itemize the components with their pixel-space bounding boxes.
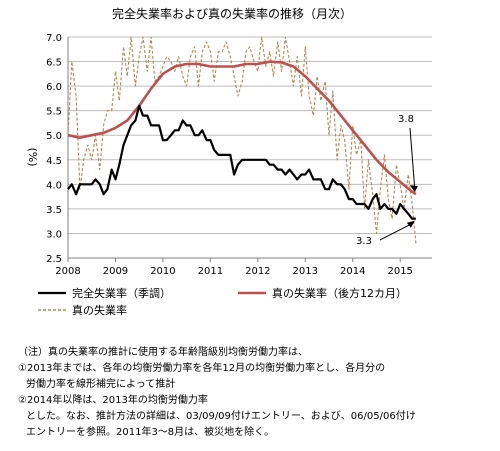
annotation-label: 3.3 [356,236,372,247]
chart-title: 完全失業率および真の失業率の推移（月次） [112,6,352,21]
y-tick-label: 6.5 [46,58,62,69]
legend-label: 真の失業率（後方12カ月） [272,286,407,300]
annotation-arrow [379,222,415,241]
x-tick-label: 2013 [293,266,318,277]
y-axis-label: (%) [26,147,39,166]
note-line-5: とした。なお、推計方法の詳細は、03/09/09付けエントリー、および、06/0… [26,411,416,422]
x-tick-label: 2008 [55,266,80,277]
note-line-1: （注）真の失業率の推計に使用する年齢階級別均衡労働力率は、 [18,347,308,358]
series-line-1 [67,60,417,196]
unemployment-chart: 完全失業率および真の失業率の推移（月次） (%) 2.5 3.0 3.5 4.0 4.5… [26,6,432,317]
y-tick-label: 5.0 [46,131,62,142]
y-tick-label: 7.0 [46,33,62,44]
annotation-label: 3.8 [398,114,414,125]
annotation-arrowhead [409,185,418,193]
annotation-arrowhead [406,220,415,228]
series-group [67,36,417,244]
legend-label: 真の失業率 [72,303,127,317]
note-line-3: 労働力率を線形補完によって推計 [26,379,176,390]
y-tick-label: 3.5 [46,205,62,216]
note-line-6: エントリーを参照。2011年3～8月は、被災地を除く。 [26,427,275,438]
y-tick-label: 6.0 [46,82,62,93]
y-tick-label: 5.5 [46,107,62,118]
legend-label: 完全失業率（季調） [72,286,171,300]
legend: 完全失業率（季調） 真の失業率（後方12カ月） 真の失業率 [38,286,407,317]
note-line-2: ①2013年までは、各年の均衡労働力率を各年12月の均衡労働力率とし、各月分の [18,363,386,374]
x-tick-label: 2009 [103,266,128,277]
series-line-0 [67,104,416,220]
x-tick-label: 2011 [198,266,223,277]
y-tick-label: 3.0 [46,229,62,240]
note-line-4: ②2014年以降は、2013年の均衡労働力率 [18,395,208,406]
x-tick-label: 2012 [245,266,270,277]
x-tick-label: 2015 [387,266,412,277]
series-line-2 [67,36,417,244]
y-tick-label: 2.5 [46,254,62,265]
y-tick-label: 4.5 [46,156,62,167]
annotation-arrow [409,127,416,191]
x-tick-label: 2014 [340,266,365,277]
x-ticks: 2008 2009 2010 2011 2012 2013 2014 2015 [55,258,413,277]
annotations: 3.8 3.3 [356,114,418,247]
y-tick-label: 4.0 [46,180,62,191]
y-ticks: 2.5 3.0 3.5 4.0 4.5 5.0 5.5 6.0 6.5 7.0 [46,33,62,265]
x-tick-label: 2010 [150,266,175,277]
